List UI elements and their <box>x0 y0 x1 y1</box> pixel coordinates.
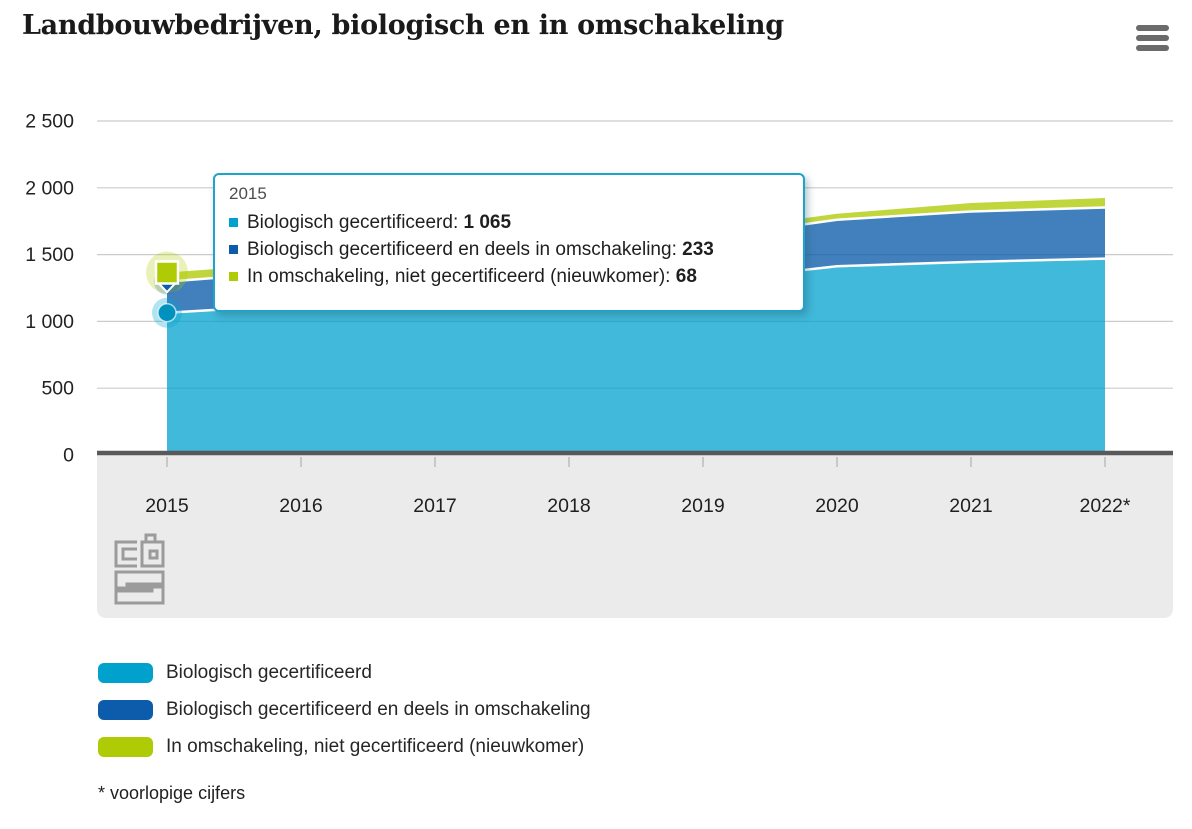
tooltip-value: 233 <box>682 239 714 260</box>
x-axis-band <box>97 455 1173 618</box>
legend-item[interactable]: Biologisch gecertificeerd <box>98 663 591 683</box>
cbs-logo <box>114 533 165 605</box>
y-axis-label: 1 000 <box>25 311 74 333</box>
series-swatch-icon <box>229 245 238 254</box>
menu-bar <box>1136 35 1169 41</box>
x-axis-label: 2015 <box>145 495 189 517</box>
x-axis-label: 2022* <box>1080 495 1131 517</box>
menu-bar <box>1136 45 1169 51</box>
y-axis-label: 500 <box>41 378 74 400</box>
hamburger-menu-icon[interactable] <box>1136 25 1169 55</box>
legend-item[interactable]: Biologisch gecertificeerd en deels in om… <box>98 700 591 720</box>
legend-swatch-icon <box>98 737 153 757</box>
legend-label: In omschakeling, niet gecertificeerd (ni… <box>166 736 585 757</box>
tooltip-rows: Biologisch gecertificeerd: 1 065 Biologis… <box>229 209 787 290</box>
tooltip-label: In omschakeling, niet gecertificeerd (ni… <box>247 266 676 287</box>
marker-square-green <box>154 260 180 285</box>
tooltip-row: Biologisch gecertificeerd: 1 065 <box>229 209 787 236</box>
x-axis-label: 2017 <box>413 495 456 517</box>
legend-label: Biologisch gecertificeerd en deels in om… <box>166 699 591 720</box>
x-axis-label: 2018 <box>547 495 590 517</box>
chart-legend: Biologisch gecertificeerd Biologisch gece… <box>98 663 591 774</box>
footnote: * voorlopige cijfers <box>98 783 246 803</box>
chart-svg[interactable]: 0 500 1 000 1 500 2 000 2 500 2015 2016 2017 2018… <box>0 70 1192 710</box>
hover-markers[interactable] <box>146 251 188 328</box>
tooltip-row: Biologisch gecertificeerd en deels in om… <box>229 236 787 263</box>
series-swatch-icon <box>229 272 238 281</box>
tooltip-value: 68 <box>675 266 697 287</box>
y-axis-label: 0 <box>63 445 74 467</box>
legend-swatch-icon <box>98 663 153 683</box>
y-axis-label: 2 500 <box>25 111 74 133</box>
series-swatch-icon <box>229 218 238 227</box>
page-title: Landbouwbedrijven, biologisch en in omsc… <box>22 10 784 41</box>
tooltip-label: Biologisch gecertificeerd en deels in om… <box>247 239 683 260</box>
y-axis-label: 2 000 <box>25 177 74 199</box>
x-axis-label: 2016 <box>279 495 322 517</box>
stacked-area-chart[interactable]: 0 500 1 000 1 500 2 000 2 500 2015 2016 2017 2018… <box>0 70 1192 710</box>
chart-tooltip: 2015 Biologisch gecertificeerd: 1 065 Bio… <box>213 173 805 312</box>
x-axis-label: 2021 <box>949 495 992 517</box>
x-axis-label: 2020 <box>815 495 859 517</box>
legend-swatch-icon <box>98 700 153 720</box>
legend-label: Biologisch gecertificeerd <box>166 662 372 683</box>
tooltip-value: 1 065 <box>463 212 512 233</box>
legend-item[interactable]: In omschakeling, niet gecertificeerd (ni… <box>98 737 591 757</box>
tooltip-row: In omschakeling, niet gecertificeerd (ni… <box>229 263 787 290</box>
tooltip-label: Biologisch gecertificeerd: <box>247 212 464 233</box>
marker-circle-cyan <box>157 302 177 323</box>
x-axis-label: 2019 <box>681 495 724 517</box>
y-axis-label: 1 500 <box>25 244 74 266</box>
tooltip-year: 2015 <box>229 184 267 203</box>
menu-bar <box>1136 25 1169 31</box>
